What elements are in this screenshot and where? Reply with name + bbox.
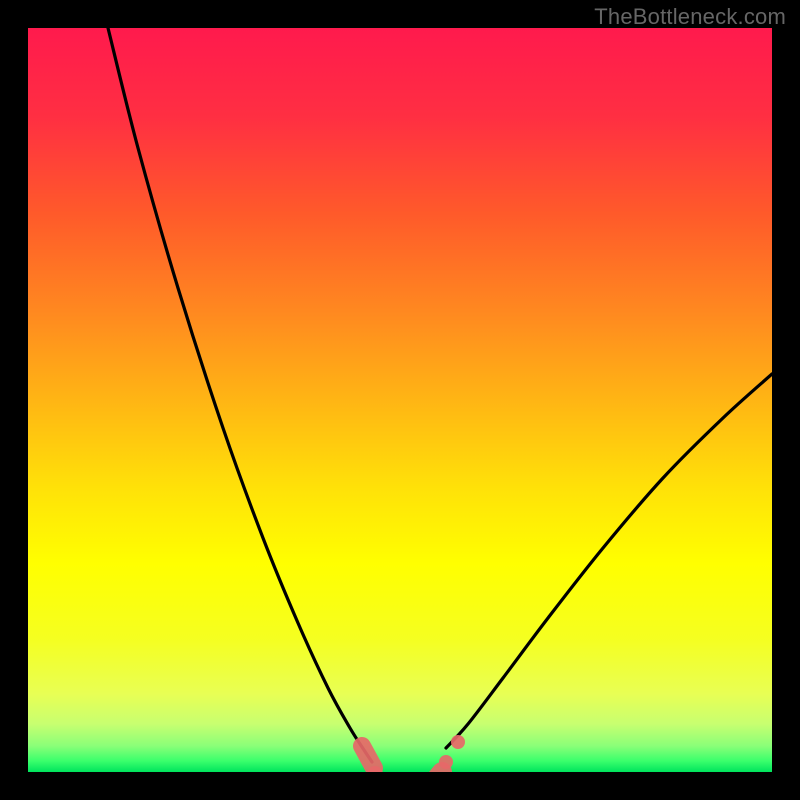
watermark-text: TheBottleneck.com (594, 4, 786, 30)
bead-capsule (362, 746, 374, 768)
plot-area (28, 28, 772, 796)
bead-dot (439, 755, 453, 769)
bead-dot (451, 735, 465, 749)
chart-root: TheBottleneck.com (0, 0, 800, 800)
gradient-background (28, 28, 772, 772)
bottleneck-chart (0, 0, 800, 800)
